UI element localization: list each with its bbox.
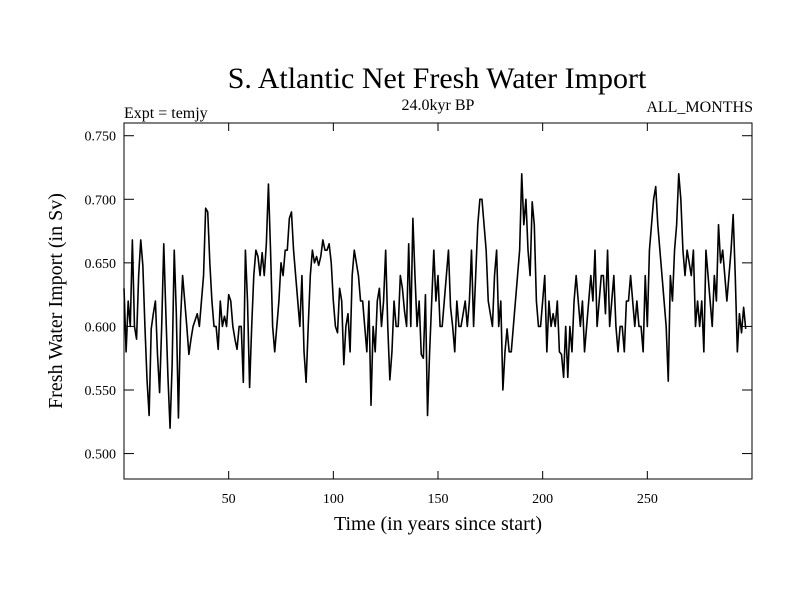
y-tick-label: 0.600 (85, 320, 117, 335)
chart-right-annotation: ALL_MONTHS (646, 99, 753, 116)
x-tick-label: 50 (222, 492, 236, 507)
x-axis-tick-labels: 50 100 150 200 250 (222, 492, 658, 507)
y-tick-label: 0.550 (85, 384, 117, 399)
x-tick-label: 100 (323, 492, 344, 507)
y-tick-label: 0.500 (85, 448, 117, 463)
x-tick-label: 150 (428, 492, 449, 507)
x-axis-ticks (228, 123, 648, 479)
y-tick-label: 0.650 (85, 257, 117, 272)
y-axis-ticks (124, 135, 752, 455)
y-tick-label: 0.700 (85, 193, 117, 208)
chart-left-annotation: Expt = temjy (124, 105, 208, 122)
x-tick-label: 200 (532, 492, 553, 507)
y-axis-label: Fresh Water Import (in Sv) (45, 193, 67, 409)
chart-subtitle: 24.0kyr BP (402, 97, 475, 114)
y-tick-label: 0.750 (85, 130, 117, 145)
chart-title: S. Atlantic Net Fresh Water Import (228, 62, 647, 95)
series-line (123, 173, 747, 429)
x-tick-label: 250 (637, 492, 658, 507)
x-axis-label: Time (in years since start) (334, 513, 542, 535)
plot-frame (123, 122, 753, 480)
y-axis-tick-labels: 0.500 0.550 0.600 0.650 0.700 0.750 (85, 130, 117, 463)
